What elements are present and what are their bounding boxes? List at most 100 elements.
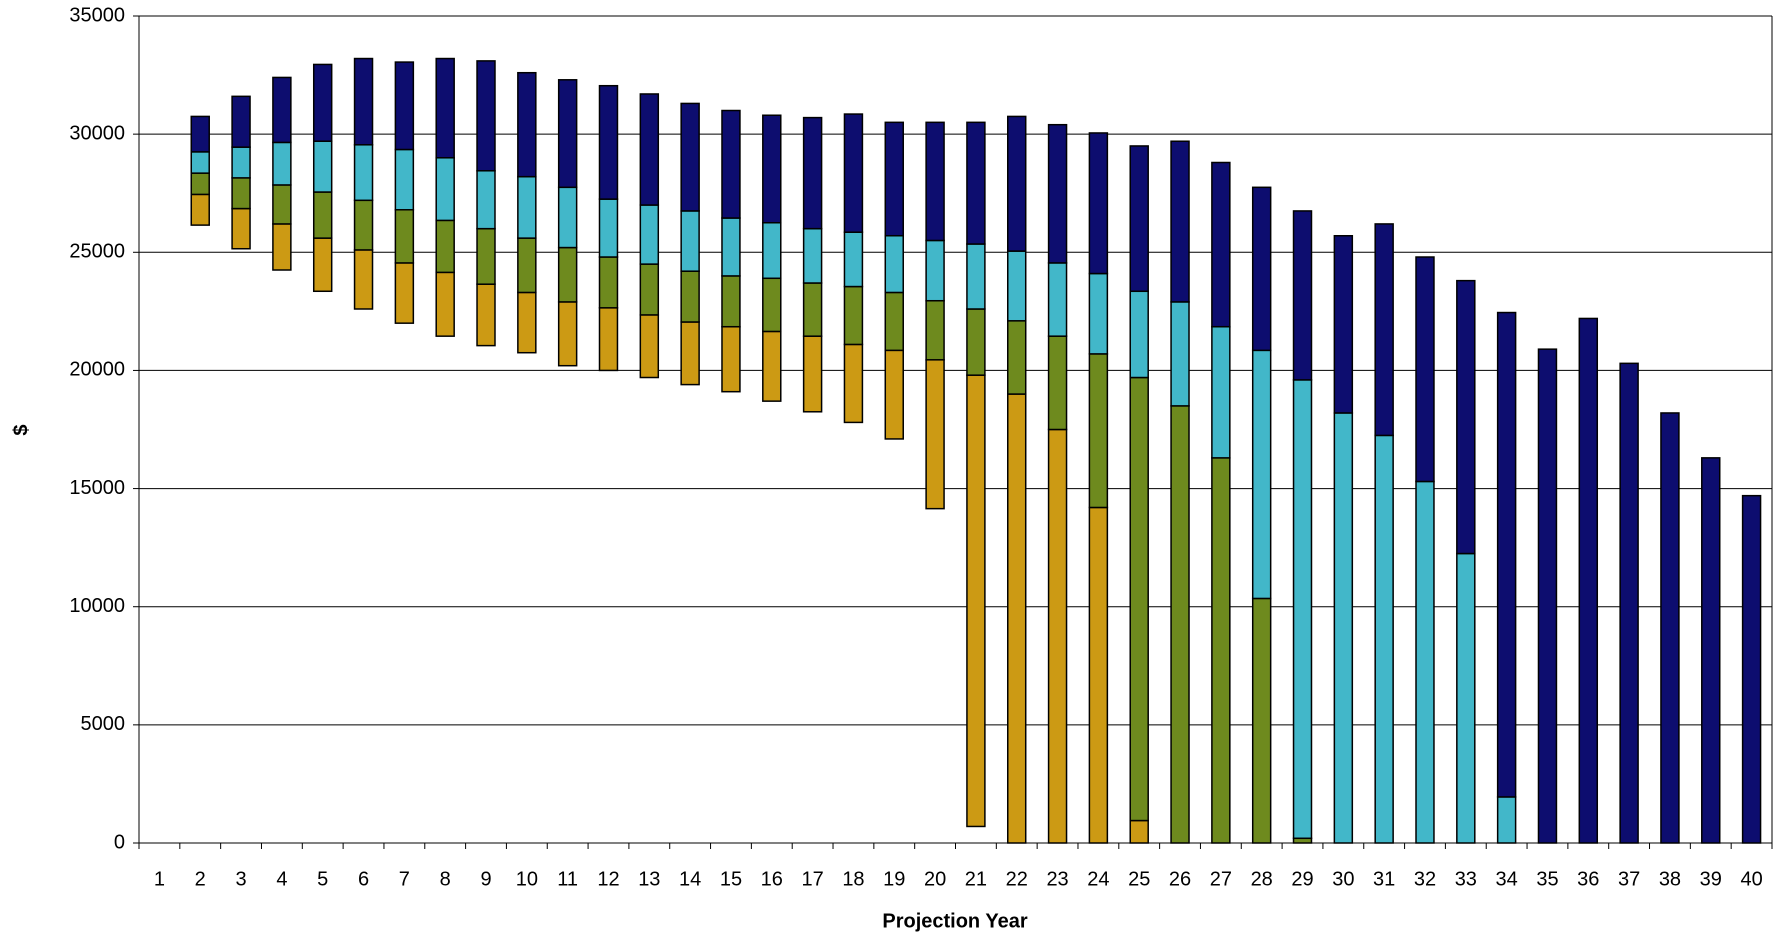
bar-segment [721, 109, 741, 219]
y-tick-label: 20000 [69, 359, 125, 381]
bar-segment [1088, 132, 1109, 275]
bar-segment [1047, 335, 1068, 431]
bar-segment [1211, 161, 1231, 328]
bar-segment [884, 234, 904, 294]
bar-segment [476, 60, 496, 172]
bar-segment [1292, 210, 1313, 381]
x-tick-label: 19 [883, 868, 905, 890]
bar-offset [314, 291, 332, 843]
bar-segment [231, 207, 251, 250]
bar-segment [1088, 353, 1109, 509]
bar-segment [190, 193, 210, 226]
bar-segment [353, 199, 374, 251]
x-tick-label: 24 [1087, 868, 1109, 890]
bar-segment [1415, 480, 1435, 844]
bar-segment [680, 102, 700, 212]
bar-segment [394, 61, 415, 151]
bar-segment [884, 291, 904, 352]
bar-segment [517, 291, 537, 354]
x-tick-label: 17 [801, 868, 823, 890]
bar-offset [844, 422, 862, 843]
x-tick-label: 21 [965, 868, 987, 890]
x-tick-label: 13 [638, 868, 660, 890]
bar-offset [926, 509, 944, 843]
x-tick-label: 15 [720, 868, 742, 890]
x-tick-label: 3 [236, 868, 247, 890]
bar-segment [190, 115, 210, 153]
bar-segment [1129, 145, 1149, 293]
x-tick-label: 10 [516, 868, 538, 890]
x-tick-label: 37 [1618, 868, 1640, 890]
bar-segment [1088, 506, 1109, 844]
bar-segment [353, 144, 374, 202]
bar-segment [435, 157, 455, 222]
bar-segment [1047, 123, 1068, 264]
bar-offset [518, 353, 536, 843]
bar-offset [191, 225, 209, 843]
bar-segment [762, 222, 782, 280]
bar-segment [517, 175, 537, 239]
bar-segment [394, 262, 415, 324]
x-tick-label: 35 [1536, 868, 1558, 890]
bar-segment [231, 177, 251, 210]
bar-segment [925, 121, 945, 242]
bar-segment [476, 283, 496, 347]
x-tick-label: 25 [1128, 868, 1150, 890]
x-tick-label: 22 [1006, 868, 1028, 890]
bar-segment [1007, 393, 1027, 844]
x-tick-label: 5 [317, 868, 328, 890]
x-tick-label: 11 [557, 868, 578, 890]
bar-segment [843, 343, 864, 424]
bar-offset [395, 323, 413, 843]
y-tick-label: 5000 [81, 713, 126, 735]
bar-segment [639, 204, 660, 265]
bar-segment [884, 121, 904, 237]
bar-segment [1211, 457, 1231, 844]
bar-segment [1007, 115, 1027, 252]
bar-segment [1660, 412, 1680, 844]
x-tick-label: 2 [195, 868, 206, 890]
bar-segment [557, 79, 578, 189]
bar-segment [680, 270, 700, 323]
bar-segment [231, 146, 251, 179]
x-tick-label: 34 [1496, 868, 1518, 890]
bar-segment [557, 186, 578, 249]
bar-offset [273, 270, 291, 843]
bar-segment [843, 231, 864, 288]
bar-segment [476, 227, 496, 285]
bar-offset [885, 439, 903, 843]
bar-segment [966, 308, 986, 376]
x-tick-label: 30 [1332, 868, 1354, 890]
bar-offset [477, 346, 495, 843]
bar-segment [190, 172, 210, 196]
bar-segment [1129, 290, 1149, 379]
y-tick-label: 35000 [69, 4, 125, 26]
bar-offset [559, 366, 577, 843]
x-tick-label: 31 [1373, 868, 1395, 890]
bar-offset [232, 249, 250, 843]
x-tick-label: 28 [1251, 868, 1273, 890]
bar-segment [1170, 301, 1190, 407]
bar-segment [1741, 494, 1762, 844]
bar-segment [802, 282, 823, 337]
bar-segment [966, 243, 986, 310]
bar-segment [762, 330, 782, 402]
x-tick-label: 4 [276, 868, 287, 890]
bar-segment [762, 114, 782, 224]
bar-segment [1496, 796, 1517, 844]
bar-segment [1211, 325, 1231, 459]
bar-segment [639, 93, 660, 206]
bar-segment [721, 325, 741, 393]
bar-segment [1251, 186, 1272, 352]
bar-segment [1170, 140, 1190, 303]
bar-segment [272, 141, 292, 186]
x-tick-label: 39 [1700, 868, 1722, 890]
x-tick-label: 6 [358, 868, 369, 890]
bar-segment [1129, 376, 1149, 822]
x-tick-label: 23 [1046, 868, 1068, 890]
x-tick-label: 38 [1659, 868, 1681, 890]
bar-segment [1619, 362, 1639, 844]
bar-segment [1251, 597, 1272, 844]
bar-segment [476, 170, 496, 230]
bar-segment [843, 113, 864, 233]
